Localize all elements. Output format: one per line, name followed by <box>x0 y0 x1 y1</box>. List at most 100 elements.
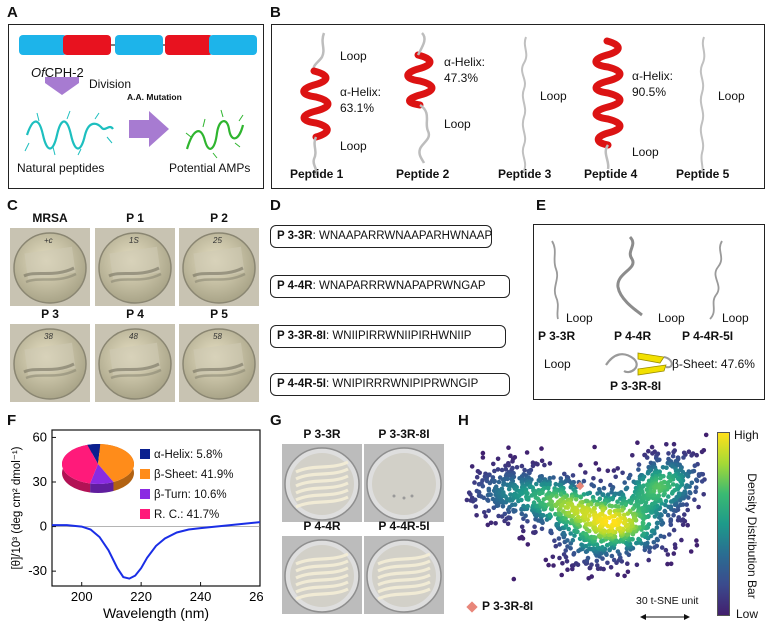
tsne-point <box>649 529 655 534</box>
tsne-point <box>685 522 690 528</box>
tsne-point <box>692 497 697 502</box>
tsne-point <box>500 504 506 509</box>
tsne-point <box>513 508 518 513</box>
tsne-point <box>591 546 597 551</box>
tsne-point <box>611 518 616 524</box>
tsne-point <box>574 507 580 513</box>
panel-a-graphic <box>19 35 257 159</box>
tsne-point <box>615 572 620 577</box>
domain-block <box>165 35 213 55</box>
tsne-point <box>613 474 618 480</box>
tsne-point <box>571 551 577 556</box>
tsne-point <box>473 504 479 509</box>
pie-side <box>90 482 114 493</box>
tsne-point <box>563 516 568 521</box>
tsne-point <box>539 458 545 464</box>
tsne-point <box>589 574 594 579</box>
tsne-point <box>699 479 705 484</box>
tsne-point <box>624 550 629 555</box>
tsne-point <box>468 492 473 497</box>
plot-frame <box>51 429 261 587</box>
tsne-point <box>578 462 583 468</box>
tsne-point <box>615 466 620 471</box>
tsne-point <box>591 476 596 481</box>
tsne-point <box>503 494 508 499</box>
tsne-point <box>501 482 506 487</box>
tsne-point <box>671 512 676 518</box>
tsne-point <box>649 444 655 450</box>
tsne-point <box>502 511 508 517</box>
tsne-point <box>694 452 699 458</box>
cd-spectrum-chart: 200 220 240 260 -30 0 30 60 Wavelength (nm) [θ]/1… <box>11 429 264 621</box>
tsne-point <box>483 514 488 519</box>
tsne-point <box>499 486 505 492</box>
tsne-point <box>689 453 694 458</box>
tsne-point <box>559 572 564 578</box>
tsne-point <box>658 533 664 539</box>
tsne-point <box>668 522 674 528</box>
peptide-1-structure <box>300 32 332 176</box>
tsne-point <box>679 537 684 543</box>
tsne-point <box>689 480 695 486</box>
legend-swatch <box>140 489 150 499</box>
tsne-point <box>550 554 556 560</box>
tsne-point <box>535 512 541 518</box>
division-arrow <box>45 77 79 95</box>
tsne-point <box>558 476 564 481</box>
tsne-point <box>634 540 639 546</box>
tsne-point <box>655 458 660 463</box>
tsne-point <box>491 461 496 467</box>
tsne-point <box>600 492 605 497</box>
tsne-point <box>589 562 594 567</box>
tsne-point <box>583 531 589 537</box>
tsne-point <box>539 446 544 451</box>
tsne-point <box>645 470 651 476</box>
tsne-point <box>537 478 543 484</box>
potential-amps-label: Potential AMPs <box>169 161 251 175</box>
tsne-point <box>568 546 573 551</box>
tsne-point <box>472 480 477 485</box>
tsne-point <box>608 565 614 570</box>
tsne-point <box>503 463 508 469</box>
tsne-point <box>654 520 660 526</box>
tsne-point <box>560 561 565 566</box>
tsne-point <box>464 497 470 503</box>
tsne-point <box>525 491 530 496</box>
natural-peptide-structure <box>24 110 114 156</box>
tsne-point <box>615 549 621 554</box>
tsne-point <box>488 520 494 526</box>
legend-swatch <box>140 469 150 479</box>
tsne-point <box>539 482 544 487</box>
tsne-point <box>487 480 493 486</box>
tsne-point <box>674 483 680 488</box>
legend-label: α-Helix: 5.8% <box>154 449 223 461</box>
tsne-point <box>650 451 655 456</box>
tsne-point <box>624 532 630 537</box>
p2-loop-bottom: Loop <box>444 117 471 131</box>
potential-amp-structure <box>185 109 245 159</box>
tsne-point <box>642 541 648 547</box>
tsne-density-plot <box>464 432 709 582</box>
scale-label: 30 t-SNE unit <box>636 595 699 607</box>
p3-loop: Loop <box>540 89 567 103</box>
p1-helix-pct: 63.1% <box>340 101 375 115</box>
p3-3r-structure <box>551 240 559 320</box>
tsne-point <box>676 491 682 496</box>
tsne-point <box>524 450 530 455</box>
tsne-point <box>610 496 615 502</box>
tsne-point <box>600 508 606 514</box>
tsne-point <box>628 500 634 506</box>
tsne-point <box>656 515 662 520</box>
tsne-point <box>472 497 478 503</box>
tsne-point <box>665 561 670 567</box>
sequence-p4-4r: P 4-4R: WNAPARRRWNAPAPRWNGAP <box>270 275 510 298</box>
legend-entry: α-Helix: 5.8% <box>140 449 223 461</box>
tsne-point <box>522 467 527 473</box>
tsne-point <box>592 444 597 450</box>
tsne-point <box>651 488 657 494</box>
tsne-point <box>553 543 559 549</box>
legend-entry: β-Turn: 10.6% <box>140 489 227 501</box>
tsne-point <box>694 543 700 548</box>
tsne-point <box>671 449 676 455</box>
peptide-2-structure <box>404 32 436 164</box>
